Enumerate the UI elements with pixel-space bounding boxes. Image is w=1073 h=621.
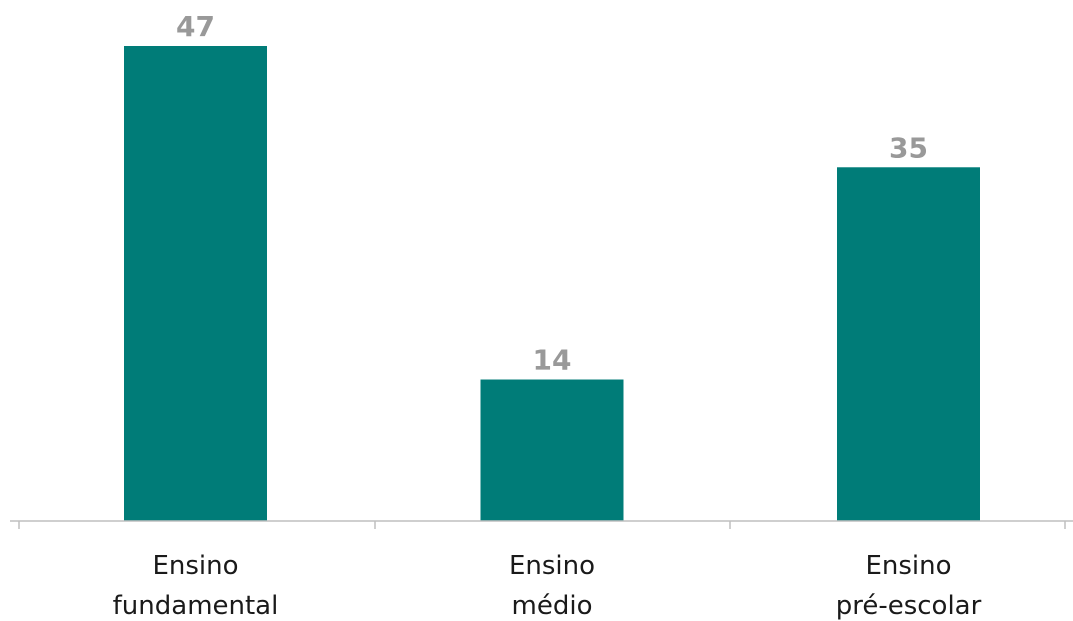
bar <box>837 167 980 521</box>
category-label: Ensino pré-escolar <box>836 551 982 621</box>
data-label: 35 <box>889 131 928 164</box>
category-label: Ensino fundamental <box>113 551 279 621</box>
category-label: Ensino médio <box>509 551 595 621</box>
bar <box>480 379 624 521</box>
category-label-line: fundamental <box>113 591 279 621</box>
category-label-line: Ensino <box>509 551 595 581</box>
data-labels-group: 47 14 35 <box>176 10 928 377</box>
category-label-line: Ensino <box>865 551 951 581</box>
category-label-line: Ensino <box>152 551 238 581</box>
category-labels-group: Ensino fundamental Ensino médio Ensino pré-es… <box>113 551 982 621</box>
data-label: 14 <box>533 344 572 377</box>
data-label: 47 <box>176 10 215 43</box>
bars-group <box>124 46 980 521</box>
category-label-line: médio <box>512 591 593 621</box>
x-axis-ticks <box>18 521 1066 529</box>
bar <box>124 46 267 521</box>
category-label-line: pré-escolar <box>836 591 982 621</box>
